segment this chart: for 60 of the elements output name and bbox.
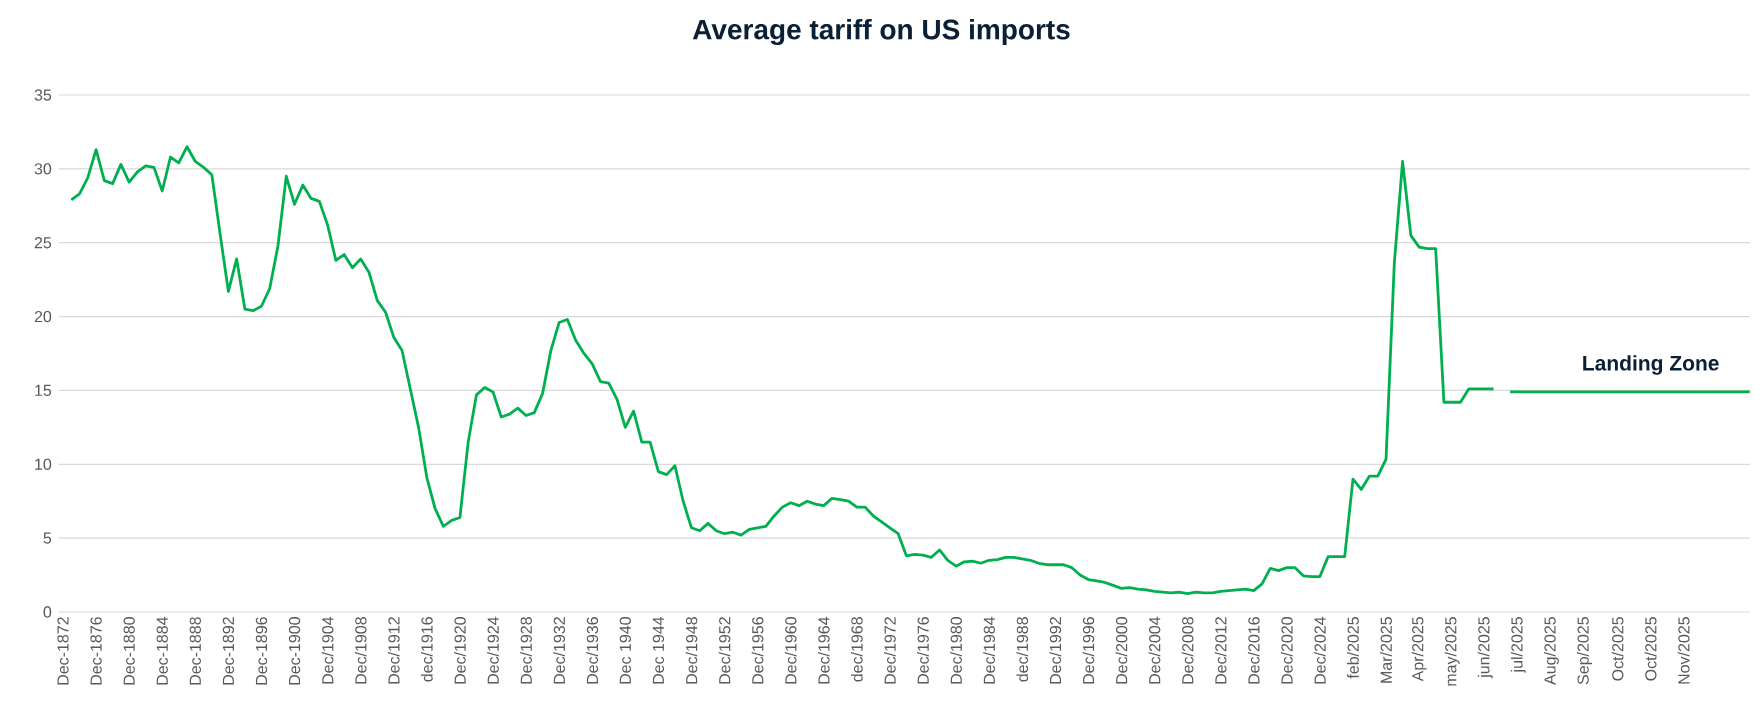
y-tick-label: 15 (35, 384, 52, 397)
x-tick-label: Dec-1896 (255, 617, 268, 685)
x-tick-label: dec/1916 (420, 617, 433, 682)
x-tick-label: Dec-1900 (288, 617, 301, 685)
x-tick-label: Mar/2025 (1380, 617, 1392, 683)
x-tick-label: Dec/1984 (983, 616, 996, 684)
x-tick-label: Dec/1920 (454, 617, 466, 684)
x-tick-label: jun/2025 (1477, 617, 1493, 679)
x-tick-label: Oct/2025 (1644, 617, 1657, 681)
x-tick-label: Dec/1992 (1049, 617, 1062, 684)
x-tick-label: Oct/2025 (1611, 617, 1624, 681)
x-tick-label: Dec/1972 (884, 617, 896, 684)
x-tick-label: Dec/1912 (387, 617, 400, 684)
x-tick-label: Dec/1928 (520, 617, 532, 684)
x-tick-label: Dec-1880 (123, 617, 135, 685)
annotation: Landing Zone (1583, 355, 1719, 375)
x-tick-label: Dec 1940 (619, 617, 631, 684)
y-tick-label: 20 (34, 310, 52, 323)
x-tick-label: Dec/2000 (1115, 617, 1128, 684)
x-tick-label: jul/2025 (1510, 617, 1526, 673)
x-tick-label: Dec/1952 (718, 617, 731, 684)
x-tick-label: may/2025 (1444, 617, 1460, 686)
y-tick-label: 25 (34, 237, 52, 249)
x-tick-label: Dec/1964 (817, 616, 830, 684)
x-tick-label: dec/1968 (850, 617, 863, 682)
x-tick-label: Dec/2008 (1181, 617, 1194, 684)
x-tick-label: Dec/1976 (917, 617, 929, 684)
x-tick-label: Dec-1888 (189, 617, 201, 685)
x-tick-label: Dec/1932 (553, 617, 566, 684)
y-tick-label: 0 (43, 606, 52, 618)
x-tick-label: Dec-1876 (90, 617, 102, 685)
x-tick-label: Dec/1948 (685, 617, 698, 684)
x-tick-label: Dec/2020 (1280, 617, 1293, 684)
y-tick-label: 5 (43, 532, 52, 544)
x-tick-label: Sep/2025 (1577, 617, 1592, 685)
x-tick-label: Dec 1944 (652, 616, 665, 684)
y-tick-label: 10 (35, 458, 52, 470)
x-tick-label: Dec/1980 (950, 617, 962, 684)
x-tick-label: Aug/2025 (1543, 617, 1559, 685)
x-tick-label: Dec/2024 (1314, 616, 1326, 684)
y-tick-label: 30 (34, 163, 52, 175)
x-tick-label: dec/1988 (1016, 617, 1029, 682)
x-tick-label: Dec/2004 (1148, 616, 1161, 684)
x-tick-label: Dec/1904 (321, 616, 334, 684)
x-tick-label: Dec-1884 (156, 616, 168, 685)
x-tick-label: Dec/1924 (487, 616, 499, 684)
x-tick-label: Dec-1872 (57, 617, 69, 685)
x-tick-label: Dec/2012 (1214, 617, 1227, 684)
x-tick-label: Apr/2025 (1411, 617, 1427, 682)
x-tick-label: Dec-1892 (222, 617, 235, 685)
x-tick-label: Dec/1908 (354, 617, 367, 684)
chart-title: Average tariff on US imports (692, 18, 1070, 46)
x-tick-label: Dec/1960 (784, 617, 797, 684)
x-tick-label: Dec/2016 (1247, 617, 1260, 684)
x-tick-label: Dec/1996 (1082, 617, 1095, 684)
x-tick-label: Dec/1936 (586, 617, 599, 684)
x-tick-label: Nov/2025 (1677, 617, 1690, 684)
y-tick-label: 35 (34, 89, 52, 101)
x-tick-label: Dec/1956 (751, 617, 764, 684)
x-tick-label: feb/2025 (1347, 617, 1359, 679)
